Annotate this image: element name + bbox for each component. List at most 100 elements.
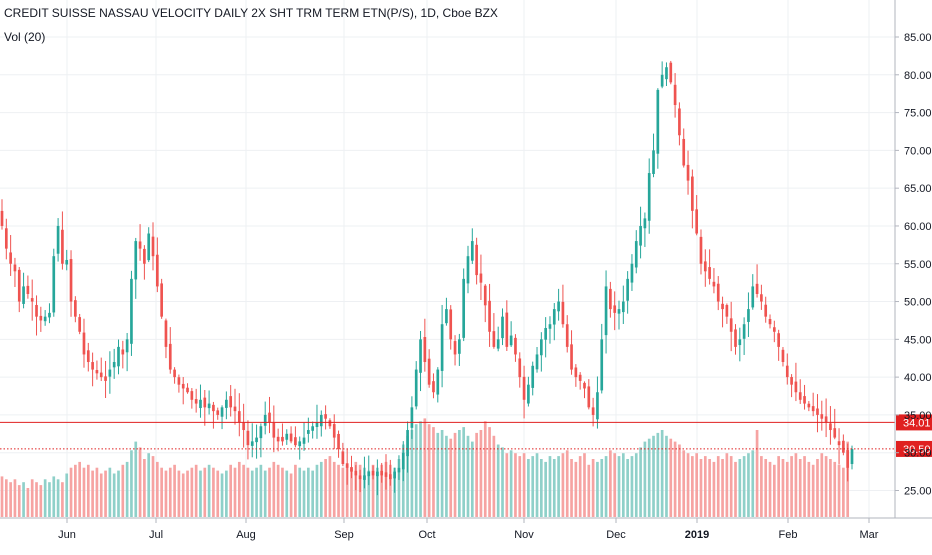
volume-bar bbox=[578, 456, 582, 517]
candle-body bbox=[388, 474, 392, 480]
candle-body bbox=[540, 339, 543, 356]
volume-bar bbox=[660, 430, 664, 517]
volume-bar bbox=[768, 461, 772, 517]
candle-body bbox=[514, 337, 517, 355]
candle-body bbox=[151, 236, 155, 257]
volume-bar bbox=[514, 453, 517, 517]
volume-bar bbox=[518, 456, 522, 517]
candle-body bbox=[216, 410, 220, 415]
candle-body bbox=[324, 414, 327, 419]
volume-bar bbox=[130, 450, 133, 517]
volume-bar bbox=[294, 464, 297, 517]
candle-body bbox=[721, 303, 724, 310]
volume-bar bbox=[764, 459, 768, 517]
candle-body bbox=[734, 329, 737, 347]
volume-bar bbox=[242, 464, 245, 517]
volume-bar bbox=[22, 482, 25, 517]
volume-bar bbox=[181, 473, 185, 517]
volume-bar bbox=[319, 461, 323, 517]
candle-body bbox=[837, 441, 841, 446]
volume-bar bbox=[406, 435, 409, 517]
candle-body bbox=[829, 423, 832, 431]
volume-bar bbox=[678, 444, 681, 517]
volume-bar bbox=[350, 467, 353, 517]
volume-bar bbox=[337, 464, 340, 517]
y-tick-label: 50.00 bbox=[904, 297, 932, 309]
candle-body bbox=[725, 305, 729, 317]
candle-body bbox=[833, 428, 837, 438]
candle-body bbox=[772, 327, 776, 332]
candle-body bbox=[380, 470, 384, 476]
x-tick-label: Aug bbox=[236, 529, 256, 541]
volume-bar bbox=[600, 459, 604, 517]
candle-body bbox=[363, 475, 366, 480]
volume-bar bbox=[225, 470, 228, 517]
candle-body bbox=[578, 374, 582, 381]
volume-bar bbox=[259, 464, 263, 517]
candle-body bbox=[294, 437, 297, 446]
volume-indicator-label[interactable]: Vol (20) bbox=[4, 30, 46, 44]
candle-body bbox=[691, 176, 694, 211]
candle-body bbox=[173, 369, 176, 378]
candle-body bbox=[95, 370, 99, 374]
volume-bar bbox=[790, 456, 793, 517]
volume-bar bbox=[99, 473, 103, 517]
y-tick-label: 35.00 bbox=[904, 410, 932, 422]
volume-bar bbox=[755, 430, 759, 517]
volume-bar bbox=[173, 464, 176, 517]
volume-bar bbox=[134, 441, 138, 517]
candle-body bbox=[285, 433, 289, 440]
volume-bar bbox=[4, 479, 8, 517]
candle-body bbox=[233, 406, 237, 412]
candle-body bbox=[842, 440, 845, 453]
candle-body bbox=[13, 264, 17, 272]
candle-body bbox=[186, 387, 189, 393]
candle-body bbox=[583, 382, 586, 389]
candle-body bbox=[423, 337, 427, 363]
volume-bar bbox=[371, 464, 375, 517]
volume-bar bbox=[112, 473, 116, 517]
candle-body bbox=[250, 441, 254, 446]
volume-bar bbox=[69, 467, 73, 517]
volume-bar bbox=[531, 456, 535, 517]
volume-bar bbox=[311, 470, 314, 517]
candle-body bbox=[742, 324, 746, 339]
volume-bar bbox=[250, 470, 254, 517]
volume-bar bbox=[466, 435, 470, 517]
volume-bar bbox=[820, 453, 824, 517]
x-tick-label: Nov bbox=[514, 529, 534, 541]
candle-body bbox=[678, 108, 681, 136]
candle-body bbox=[850, 448, 854, 465]
volume-bar bbox=[95, 467, 99, 517]
candle-body bbox=[846, 450, 850, 468]
volume-bar bbox=[0, 476, 4, 517]
candle-body bbox=[695, 209, 699, 234]
candle-body bbox=[177, 377, 181, 385]
candle-body bbox=[712, 281, 716, 287]
volume-bar bbox=[557, 456, 560, 517]
y-tick-label: 70.00 bbox=[904, 145, 932, 157]
candle-body bbox=[125, 339, 129, 353]
volume-bar bbox=[307, 467, 310, 517]
candle-body bbox=[121, 349, 125, 355]
volume-bar bbox=[143, 459, 146, 517]
volume-bar bbox=[777, 456, 780, 517]
candle-body bbox=[263, 414, 267, 426]
candle-body bbox=[315, 422, 319, 428]
y-tick-label: 80.00 bbox=[904, 70, 932, 82]
candle-body bbox=[798, 392, 802, 400]
candle-body bbox=[436, 369, 440, 395]
candle-body bbox=[17, 269, 21, 302]
candle-body bbox=[138, 241, 142, 249]
candle-body bbox=[410, 407, 414, 428]
candle-body bbox=[794, 381, 798, 393]
volume-bar bbox=[496, 444, 500, 517]
volume-bar bbox=[816, 459, 819, 517]
volume-bar bbox=[470, 441, 474, 517]
volume-bar bbox=[695, 453, 699, 517]
candle-body bbox=[820, 414, 824, 419]
candle-body bbox=[99, 372, 103, 378]
candle-layer bbox=[0, 60, 854, 496]
candle-body bbox=[164, 320, 168, 347]
